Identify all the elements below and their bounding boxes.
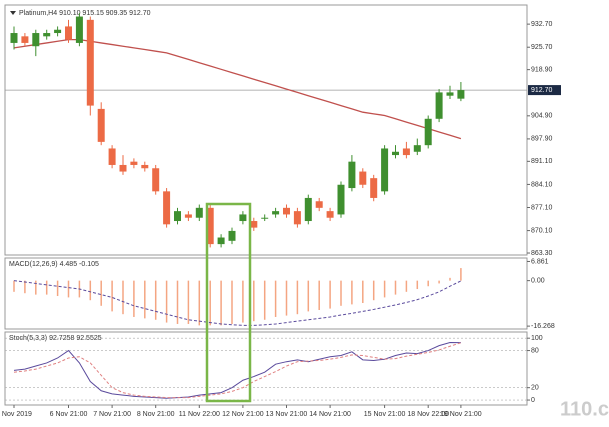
stoch-pane	[4, 331, 528, 406]
candle-body	[304, 197, 312, 222]
x-tick-label: 11 Nov 22:00	[179, 411, 220, 418]
candle-body	[435, 92, 443, 119]
x-tick-label: 13 Nov 21:00	[266, 411, 308, 418]
candle-body	[163, 191, 171, 225]
y-tick-label: 0.00	[531, 277, 545, 284]
macd-pane	[4, 257, 528, 330]
y-tick-label: 932.70	[531, 21, 553, 28]
candle-body	[359, 171, 367, 185]
candle-body	[43, 33, 51, 37]
candle-body	[32, 33, 40, 47]
y-tick-label: 100	[531, 335, 543, 342]
y-tick-label: 20	[531, 385, 539, 392]
candle-body	[326, 211, 334, 218]
y-tick-label: 80	[531, 347, 539, 354]
candle-body	[261, 217, 269, 219]
y-tick-label: 918.90	[531, 66, 553, 73]
candle-body	[184, 214, 192, 218]
current-price-box	[528, 85, 561, 96]
candle-body	[195, 207, 203, 218]
candle-body	[272, 211, 280, 215]
candle-body	[239, 214, 247, 222]
candle-body	[141, 164, 149, 169]
chart-title: Platinum,H4 910.10 915.15 909.35 912.70	[19, 10, 151, 17]
candle-body	[86, 19, 94, 106]
y-tick-label: 0	[531, 397, 535, 404]
x-tick-label: 6 Nov 21:00	[50, 411, 88, 418]
candle-body	[413, 145, 421, 152]
candle-body	[381, 148, 389, 192]
candle-body	[174, 211, 181, 222]
macd-title: MACD(12,26,9) 4.485 -0.105	[9, 261, 99, 268]
candle-body	[206, 207, 214, 245]
y-tick-label: 863.30	[531, 250, 553, 257]
x-tick-label: 8 Nov 21:00	[137, 411, 175, 418]
x-tick-label: 18 Nov 22:00	[407, 411, 449, 418]
candle-body	[283, 207, 290, 215]
candle-body	[217, 237, 225, 245]
y-tick-label: 6.861	[531, 258, 549, 265]
stoch-title: Stoch(5,3,3) 92.7258 92.5525	[9, 335, 102, 342]
y-tick-label: 925.70	[531, 44, 553, 51]
candle-body	[250, 221, 258, 228]
candle-body	[293, 211, 301, 225]
candle-body	[54, 29, 62, 34]
y-tick-label: 891.10	[531, 158, 553, 165]
x-tick-label: 14 Nov 21:00	[309, 411, 351, 418]
candle-body	[315, 201, 323, 208]
candle-body	[130, 161, 138, 165]
stoch-line	[13, 342, 462, 399]
watermark: 110.com	[560, 398, 609, 420]
x-tick-label: 19 Nov 21:00	[440, 411, 482, 418]
x-tick-label: 15 Nov 21:00	[364, 411, 406, 418]
title-marker	[10, 11, 16, 15]
highlight-box	[205, 202, 252, 403]
candle-body	[446, 92, 454, 96]
candle-body	[152, 168, 160, 192]
y-tick-label: 877.10	[531, 204, 553, 211]
candle-body	[392, 151, 399, 156]
y-tick-label: 870.10	[531, 227, 553, 234]
candle-body	[75, 16, 83, 43]
candle-body	[457, 90, 465, 99]
y-tick-label: 897.90	[531, 136, 553, 143]
y-tick-label: -16.268	[531, 323, 555, 330]
x-tick-label: 7 Nov 21:00	[93, 411, 131, 418]
candle-body	[65, 26, 72, 40]
x-tick-label: 5 Nov 2019	[0, 411, 32, 418]
signal-line	[13, 280, 462, 326]
candle-body	[108, 148, 116, 165]
y-tick-label: 884.10	[531, 181, 553, 188]
candle-body	[10, 33, 18, 43]
candle-body	[348, 161, 356, 189]
y-tick-label: 904.90	[531, 113, 553, 120]
candle-body	[97, 108, 105, 142]
candle-body	[119, 164, 127, 172]
candle-body	[337, 184, 345, 215]
candle-body	[228, 230, 236, 241]
stoch-line	[13, 342, 461, 399]
candle-body	[21, 36, 29, 43]
candle-body	[402, 148, 410, 156]
candle-body	[424, 118, 432, 146]
current-price-label: 912.70	[531, 87, 553, 94]
x-tick-label: 12 Nov 21:00	[222, 411, 264, 418]
main-pane	[4, 4, 528, 256]
candle-body	[370, 178, 378, 198]
